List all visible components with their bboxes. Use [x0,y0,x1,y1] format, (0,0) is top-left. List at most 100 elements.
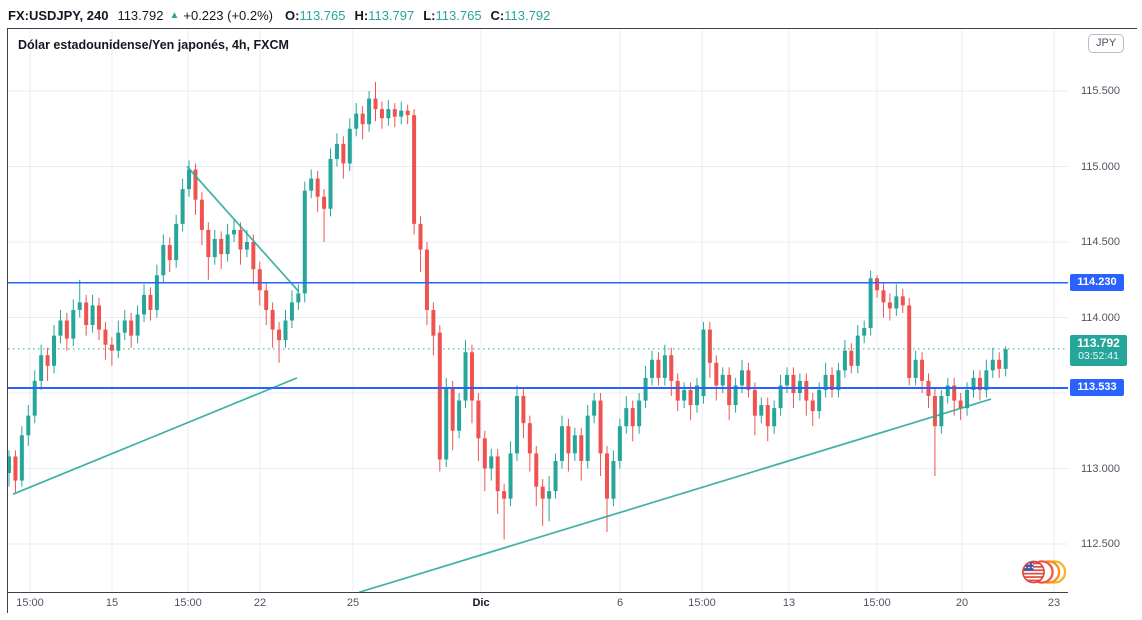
candle [977,377,982,390]
price-axis-label: 113.000 [1081,462,1120,475]
candle [952,385,957,401]
candle [675,380,680,401]
price-axis-label: 114.500 [1081,236,1120,248]
candlestick-chart[interactable] [8,29,1068,592]
candle [367,98,372,125]
candle [662,355,667,378]
candle [264,290,269,310]
candle [579,435,584,461]
candle [585,415,590,461]
candle [521,396,526,424]
candle [32,380,37,416]
candle [810,400,815,412]
price-level-badge: 113.533 [1070,379,1124,397]
time-axis-label: 15:00 [174,597,202,609]
candle [714,362,719,386]
candle [733,385,738,406]
candle [431,309,436,336]
candle [476,400,481,439]
ohlc-l: L:113.765 [423,7,482,23]
candle [309,178,314,191]
candle [990,359,995,371]
candle [437,332,442,460]
candle [161,245,166,276]
candle [842,350,847,371]
candle [650,359,654,378]
candle [450,388,455,431]
candle [752,389,757,416]
candle [939,396,944,427]
candle [778,385,783,409]
candle [45,355,50,366]
candle [862,328,867,336]
candle [90,305,95,326]
candle [412,115,417,224]
candle [495,456,500,492]
candle [212,238,217,258]
pair-flags-logo [1021,557,1067,587]
candle [669,355,674,381]
price-axis-label: 114.000 [1081,311,1120,324]
candle [167,245,172,261]
price-axis[interactable]: JPY 115.500 115.000 114.500 114.000 113.000 1… [1068,29,1138,614]
time-axis-label: 15 [105,597,119,609]
chart-plot-area[interactable]: Dólar estadounidense/Yen japonés, 4h, FX… [8,29,1069,593]
candle [482,438,487,469]
candle [469,352,474,401]
candle [508,453,513,499]
candle [283,320,288,341]
candle [881,290,886,303]
candle [855,335,860,366]
last-price: 113.792 [117,7,164,23]
time-axis-label: 15:00 [688,597,716,609]
candle [514,396,519,454]
candle [244,242,249,250]
ohlc-h: H:113.797 [354,7,415,23]
candle [984,370,989,390]
candle [232,229,237,235]
candle [354,113,359,129]
candle [193,169,198,200]
candle [347,128,352,164]
candle [418,223,423,250]
candle [341,143,346,164]
candle [740,370,745,386]
candle [315,178,320,197]
candle [180,189,185,224]
candle [334,143,339,159]
time-axis[interactable]: 15:00 15 15:00 22 25 Dic 6 15:00 13 15:00 20 23 [8,593,1068,614]
candle [887,302,892,309]
candle [849,350,854,366]
candle [360,113,365,125]
candle [206,229,211,258]
ohlc-c: C:113.792 [490,7,551,23]
candle [817,389,822,412]
candle [566,426,571,454]
candle [103,329,108,345]
candle [823,374,828,390]
candle [958,400,963,409]
time-axis-label: 22 [253,597,267,609]
symbol-name[interactable]: FX:USDJPY, 240 [8,7,109,23]
candle [489,456,494,469]
candle [971,377,976,390]
chart-frame: Dólar estadounidense/Yen japonés, 4h, FX… [7,28,1138,614]
candle [71,309,76,339]
chart-legend-title[interactable]: Dólar estadounidense/Yen japonés, 4h, FX… [18,38,289,52]
candle [502,491,507,499]
candle [932,396,937,427]
candle [444,388,449,460]
candle [540,486,545,499]
current-price-badge: 113.792 03:52:41 [1070,334,1127,366]
time-axis-label: Dic [472,597,490,609]
currency-unit-badge: JPY [1088,34,1125,53]
candle [875,278,880,291]
usdjpy-flag-icon [1022,560,1067,584]
candle [77,302,82,310]
candle [199,199,204,230]
candle [219,238,224,255]
candle [386,109,391,119]
candle [611,460,616,499]
candle [39,355,44,381]
